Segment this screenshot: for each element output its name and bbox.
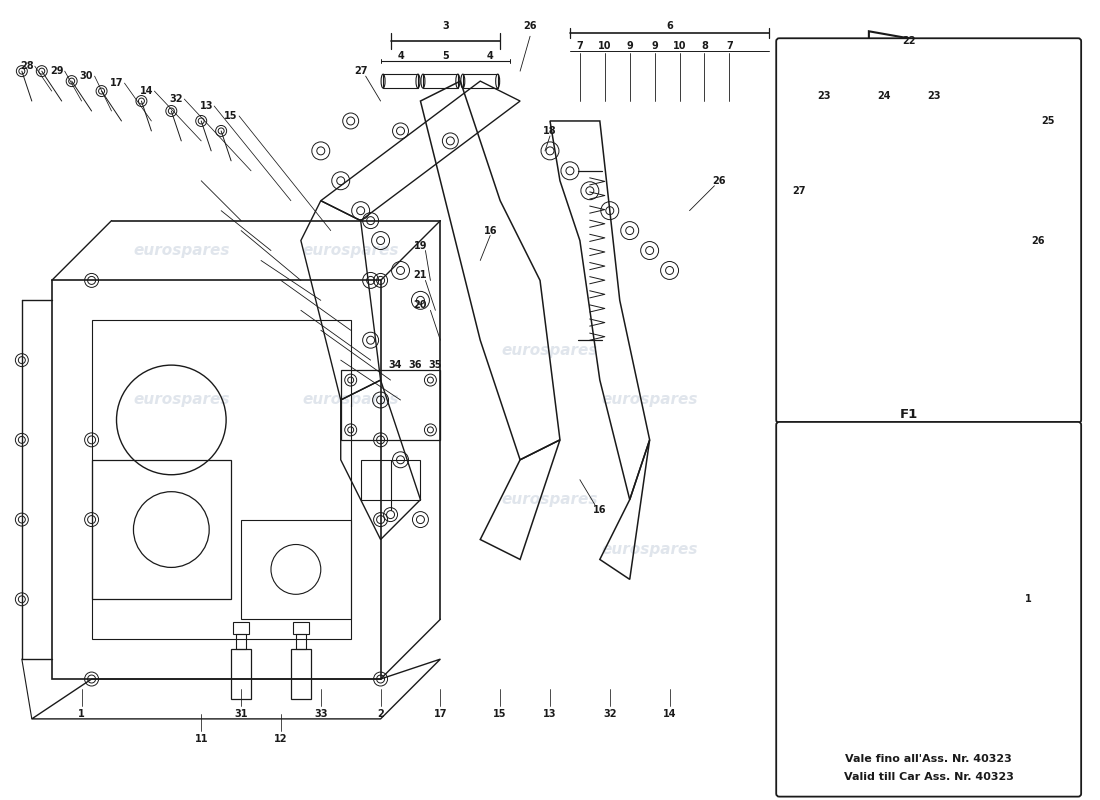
Text: 1: 1 [78,709,85,719]
Bar [296,634,306,649]
Text: 8: 8 [701,42,708,51]
Text: 1: 1 [1025,594,1032,604]
Text: eurospares: eurospares [602,542,697,557]
Text: eurospares: eurospares [302,393,399,407]
Bar [290,649,311,699]
Text: 28: 28 [20,61,34,71]
Text: 3: 3 [442,22,449,31]
Text: 14: 14 [663,709,676,719]
Bar [233,622,249,634]
Text: 6: 6 [667,22,673,31]
Text: 29: 29 [50,66,64,76]
Text: 11: 11 [195,734,208,744]
Bar [873,734,883,749]
Text: 17: 17 [110,78,123,88]
Bar [981,144,1016,158]
Bar [942,125,976,138]
Text: 15: 15 [224,111,238,121]
Bar [341,370,440,440]
Text: 22: 22 [902,36,915,46]
Text: 30: 30 [80,71,94,81]
Text: eurospares: eurospares [302,243,399,258]
Bar [361,460,420,500]
Bar [463,74,497,88]
Text: eurospares: eurospares [502,342,598,358]
Text: 21: 21 [414,270,427,281]
Bar [91,460,231,599]
Bar [901,689,916,714]
Text: 27: 27 [354,66,367,76]
Text: 2: 2 [377,709,384,719]
Text: eurospares: eurospares [502,492,598,507]
Text: 31: 31 [234,709,248,719]
Text: 14: 14 [140,86,153,96]
Text: 7: 7 [726,42,733,51]
Text: 13: 13 [199,101,213,111]
Text: eurospares: eurospares [133,393,230,407]
Bar [904,734,914,749]
FancyBboxPatch shape [777,38,1081,423]
Text: eurospares: eurospares [133,243,230,258]
Bar [854,74,883,87]
Text: 32: 32 [603,709,616,719]
Text: 19: 19 [414,241,427,250]
Bar [383,74,418,88]
Text: 35: 35 [429,360,442,370]
Bar [871,689,887,714]
Text: 9: 9 [651,42,658,51]
Bar [964,94,993,107]
Text: 26: 26 [1032,235,1045,246]
Text: 24: 24 [877,91,891,101]
Bar [241,519,351,619]
Text: 4: 4 [487,51,494,61]
Text: 9: 9 [626,42,634,51]
Text: 17: 17 [433,709,447,719]
Bar [903,714,915,734]
Text: 4: 4 [397,51,404,61]
Bar [894,94,924,107]
Bar [236,634,246,649]
Bar [820,539,938,659]
FancyBboxPatch shape [777,422,1081,797]
Text: 13: 13 [543,709,557,719]
Text: 15: 15 [494,709,507,719]
Text: 26: 26 [713,176,726,186]
Text: 10: 10 [598,42,612,51]
Text: 36: 36 [409,360,422,370]
Text: 23: 23 [817,91,830,101]
Text: 5: 5 [442,51,449,61]
Bar [1011,174,1046,187]
Text: 12: 12 [274,734,288,744]
Text: 26: 26 [524,22,537,31]
Bar [422,74,458,88]
Text: Vale fino all'Ass. Nr. 40323: Vale fino all'Ass. Nr. 40323 [845,754,1012,764]
Text: 20: 20 [414,300,427,310]
Bar [873,714,884,734]
Bar [820,590,879,649]
Text: 18: 18 [543,126,557,136]
Text: 32: 32 [169,94,183,104]
Bar [231,649,251,699]
Text: 23: 23 [927,91,940,101]
Text: Valid till Car Ass. Nr. 40323: Valid till Car Ass. Nr. 40323 [844,772,1013,782]
Text: 7: 7 [576,42,583,51]
Text: 10: 10 [673,42,686,51]
Text: eurospares: eurospares [602,393,697,407]
Text: 34: 34 [388,360,403,370]
Text: 25: 25 [1042,116,1055,126]
Bar [91,320,351,639]
Text: 27: 27 [792,186,806,196]
Text: 16: 16 [484,226,497,235]
Text: 33: 33 [314,709,328,719]
Bar [293,622,309,634]
Text: F1: F1 [900,409,917,422]
Text: 16: 16 [593,505,606,514]
Bar [934,94,964,107]
Bar [824,74,854,87]
